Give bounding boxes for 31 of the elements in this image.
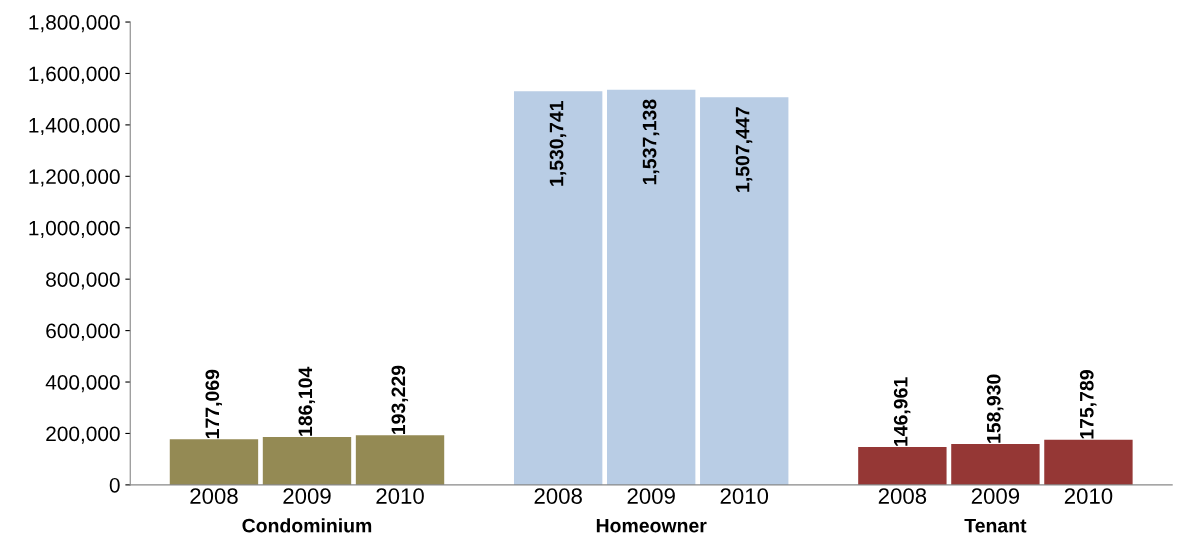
- y-tick-label: 1,800,000: [29, 15, 120, 33]
- data-label: 1,530,741: [549, 101, 567, 186]
- y-tick-label: 400,000: [45, 375, 120, 393]
- y-tick-label: 1,200,000: [29, 169, 120, 187]
- y-tick-label: 1,600,000: [29, 66, 120, 84]
- x-tick-label: 2008: [878, 488, 927, 504]
- text: Tenant: [964, 518, 1027, 533]
- x-tick-label: 2008: [534, 488, 582, 504]
- data-label: 146,961: [893, 377, 911, 446]
- data-label: 186,104: [298, 366, 316, 436]
- y-tick-label: 0: [109, 477, 120, 493]
- data-label: 158,930: [986, 374, 1004, 443]
- text: Homeowner: [596, 518, 707, 533]
- data-label: 175,789: [1079, 370, 1097, 439]
- x-tick-label: 2009: [971, 488, 1020, 504]
- data-label: 1,537,138: [642, 99, 660, 185]
- x-tick-label: 2010: [376, 488, 424, 504]
- y-tick-label: 200,000: [46, 426, 120, 444]
- x-tick-label: 2009: [627, 488, 675, 504]
- data-label: 1,507,447: [735, 107, 753, 192]
- data-label: 177,069: [205, 369, 222, 439]
- x-tick-label: 2010: [1064, 488, 1113, 504]
- y-tick-label: 1,400,000: [29, 117, 120, 136]
- x-tick-label: 2009: [283, 488, 331, 504]
- x-tick-label: 2010: [720, 488, 769, 504]
- y-tick-label: 600,000: [46, 323, 120, 341]
- x-tick-label: 2008: [190, 488, 238, 504]
- data-label: 193,229: [391, 365, 409, 434]
- y-tick-label: 1,000,000: [29, 220, 120, 238]
- text: Condominium: [242, 518, 372, 533]
- y-tick-label: 800,000: [46, 272, 120, 290]
